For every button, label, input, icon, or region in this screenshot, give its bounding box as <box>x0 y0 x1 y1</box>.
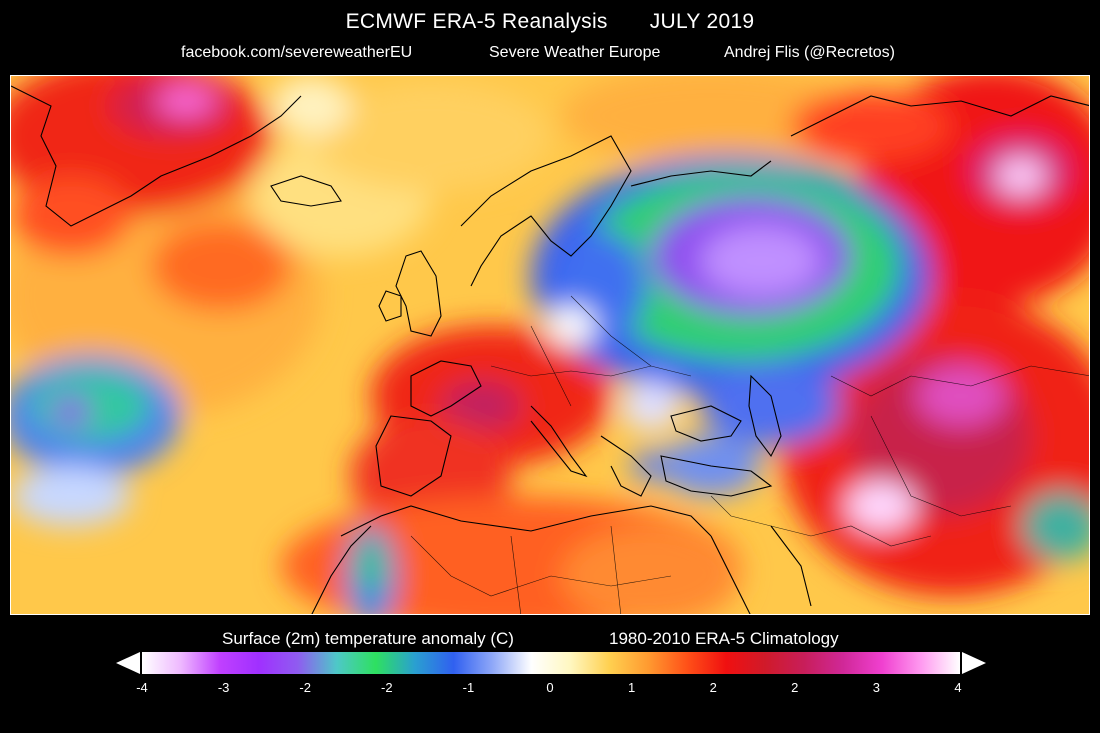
credit-author: Andrej Flis (@Recretos) <box>724 44 895 61</box>
temperature-anomaly-map <box>10 75 1090 615</box>
credit-site: Severe Weather Europe <box>489 44 661 61</box>
colorbar-tick-label: -4 <box>136 680 148 695</box>
colorbar-gradient <box>142 652 960 674</box>
colorbar-tick-label: -1 <box>462 680 475 695</box>
variable-label: Surface (2m) temperature anomaly (C) <box>222 629 514 648</box>
colorbar-tick-label: 1 <box>627 680 636 695</box>
coastlines <box>11 85 1089 614</box>
credit-facebook: facebook.com/severeweatherEU <box>181 44 413 61</box>
title-period: JULY 2019 <box>649 10 755 33</box>
colorbar-tick-label: 4 <box>954 680 962 695</box>
anomaly-field <box>11 76 1089 614</box>
colorbar-tick-label: -3 <box>217 680 230 695</box>
colorbar-min-arrow <box>116 652 140 674</box>
climatology-label: 1980-2010 ERA-5 Climatology <box>609 629 839 648</box>
colorbar-tick-label: 3 <box>872 680 881 695</box>
colorbar-tick-label: 2 <box>709 680 717 695</box>
colorbar-tick-label: -2 <box>299 680 311 695</box>
borders <box>410 295 1089 614</box>
colorbar-max-arrow <box>962 652 986 674</box>
colorbar-tick-label: -2 <box>381 680 393 695</box>
colorbar-ticks: -4 -3 -2 -2 -1 0 1 2 2 3 4 <box>0 680 1100 700</box>
colorbar-tick-label: 2 <box>791 680 799 695</box>
map-title: ECMWF ERA-5 Reanalysis JULY 2019 <box>0 10 1100 34</box>
title-source: ECMWF ERA-5 Reanalysis <box>345 10 608 33</box>
colorbar-tick-label: 0 <box>546 680 554 695</box>
colorbar <box>116 652 986 674</box>
